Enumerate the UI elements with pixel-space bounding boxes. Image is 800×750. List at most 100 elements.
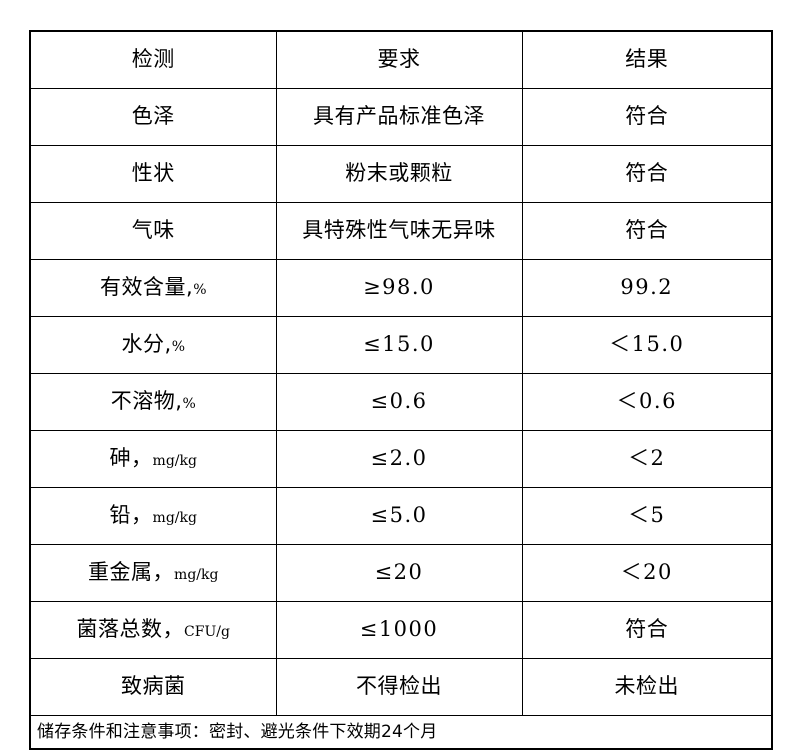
item-label: 致病菌 [31, 674, 276, 699]
item-unit: % [182, 396, 196, 413]
item-label: 有效含量,% [31, 275, 276, 300]
requirement-value: 具特殊性气味无异味 [302, 218, 496, 243]
cell-result: ＜0.6 [521, 373, 772, 431]
item-name: 重金属， [88, 560, 175, 585]
result-value: 未检出 [614, 674, 679, 699]
result-value: 符合 [625, 617, 669, 642]
result-value: 符合 [625, 161, 669, 186]
header-cell-item: 检测 [30, 31, 277, 89]
cell-item: 性状 [30, 145, 277, 203]
result-value: 99.2 [620, 275, 674, 300]
table-row: 重金属，mg/kg ≤20 ＜20 [30, 544, 772, 602]
specification-table: 检测 要求 结果 色泽 具有产品标准色泽 符合 性状 粉末或颗粒 符合 气味 具特殊性气味无异… [29, 30, 773, 750]
item-name: 砷， [109, 446, 153, 471]
cell-result: 符合 [521, 601, 772, 659]
header-label-result: 结果 [625, 47, 669, 72]
table-row: 有效含量,% ≥98.0 99.2 [30, 259, 772, 317]
cell-storage-note: 储存条件和注意事项：密封、避光条件下效期24个月 [30, 715, 772, 749]
cell-requirement: ≤1000 [275, 601, 523, 659]
cell-requirement: ≥98.0 [275, 259, 523, 317]
requirement-value: ≤15.0 [363, 332, 435, 357]
table-body: 检测 要求 结果 色泽 具有产品标准色泽 符合 性状 粉末或颗粒 符合 气味 具特殊性气味无异… [30, 31, 772, 749]
table-row: 水分,% ≤15.0 ＜15.0 [30, 316, 772, 374]
table-row: 不溶物,% ≤0.6 ＜0.6 [30, 373, 772, 431]
item-name: 性状 [131, 161, 175, 186]
table-row: 致病菌 不得检出 未检出 [30, 658, 772, 716]
requirement-value: ≤20 [374, 560, 424, 585]
item-unit: mg/kg [152, 453, 197, 470]
cell-item: 砷，mg/kg [30, 430, 277, 488]
cell-result: 符合 [521, 145, 772, 203]
cell-item: 菌落总数，CFU/g [30, 601, 277, 659]
cell-item: 铅，mg/kg [30, 487, 277, 545]
header-label-requirement: 要求 [377, 47, 421, 72]
cell-item: 有效含量,% [30, 259, 277, 317]
item-name: 气味 [131, 218, 175, 243]
item-name: 铅， [109, 503, 153, 528]
result-value: 符合 [625, 218, 669, 243]
cell-requirement: ≤20 [275, 544, 523, 602]
cell-requirement: ≤2.0 [275, 430, 523, 488]
item-unit: mg/kg [152, 510, 197, 527]
item-label: 菌落总数，CFU/g [31, 617, 276, 642]
item-unit: % [193, 282, 207, 299]
item-name: 水分, [121, 332, 172, 357]
header-cell-result: 结果 [521, 31, 772, 89]
cell-item: 水分,% [30, 316, 277, 374]
cell-requirement: ≤15.0 [275, 316, 523, 374]
item-label: 铅，mg/kg [31, 503, 276, 528]
item-label: 气味 [31, 218, 276, 243]
cell-result: 未检出 [521, 658, 772, 716]
header-label-item: 检测 [131, 47, 175, 72]
item-label: 不溶物,% [31, 389, 276, 414]
requirement-value: 具有产品标准色泽 [313, 104, 485, 129]
item-name: 菌落总数， [76, 617, 185, 642]
requirement-value: ≤2.0 [370, 446, 428, 471]
item-name: 致病菌 [121, 674, 186, 699]
table-row: 色泽 具有产品标准色泽 符合 [30, 88, 772, 146]
table-row: 砷，mg/kg ≤2.0 ＜2 [30, 430, 772, 488]
cell-result: 符合 [521, 88, 772, 146]
item-name: 有效含量, [100, 275, 194, 300]
cell-item: 气味 [30, 202, 277, 260]
cell-item: 重金属，mg/kg [30, 544, 277, 602]
specification-sheet: 检测 要求 结果 色泽 具有产品标准色泽 符合 性状 粉末或颗粒 符合 气味 具特殊性气味无异… [29, 30, 773, 750]
item-name: 不溶物, [110, 389, 183, 414]
item-label: 重金属，mg/kg [31, 560, 276, 585]
header-cell-requirement: 要求 [275, 31, 523, 89]
cell-result: 99.2 [521, 259, 772, 317]
item-label: 性状 [31, 161, 276, 186]
requirement-value: 不得检出 [356, 674, 442, 699]
cell-result: 符合 [521, 202, 772, 260]
cell-requirement: 粉末或颗粒 [275, 145, 523, 203]
cell-requirement: ≤5.0 [275, 487, 523, 545]
table-row: 性状 粉末或颗粒 符合 [30, 145, 772, 203]
cell-item: 不溶物,% [30, 373, 277, 431]
item-label: 砷，mg/kg [31, 446, 276, 471]
item-unit: % [171, 339, 185, 356]
requirement-value: 粉末或颗粒 [345, 161, 453, 186]
cell-result: ＜5 [521, 487, 772, 545]
table-header-row: 检测 要求 结果 [30, 31, 772, 89]
table-row: 气味 具特殊性气味无异味 符合 [30, 202, 772, 260]
storage-note-row: 储存条件和注意事项：密封、避光条件下效期24个月 [30, 715, 772, 749]
cell-result: ＜20 [521, 544, 772, 602]
cell-requirement: 不得检出 [275, 658, 523, 716]
table-row: 菌落总数，CFU/g ≤1000 符合 [30, 601, 772, 659]
cell-item: 色泽 [30, 88, 277, 146]
cell-result: ＜15.0 [521, 316, 772, 374]
storage-note-text: 储存条件和注意事项：密封、避光条件下效期24个月 [37, 721, 438, 742]
result-value: ＜0.6 [616, 389, 677, 414]
result-value: ＜20 [620, 560, 673, 585]
cell-item: 致病菌 [30, 658, 277, 716]
cell-requirement: 具有产品标准色泽 [275, 88, 523, 146]
requirement-value: ≤5.0 [370, 503, 428, 528]
requirement-value: ≥98.0 [363, 275, 435, 300]
requirement-value: ≤1000 [359, 617, 439, 642]
item-unit: mg/kg [174, 567, 219, 584]
item-unit: CFU/g [184, 624, 230, 641]
item-label: 水分,% [31, 332, 276, 357]
table-row: 铅，mg/kg ≤5.0 ＜5 [30, 487, 772, 545]
result-value: ＜15.0 [609, 332, 685, 357]
result-value: ＜5 [628, 503, 666, 528]
